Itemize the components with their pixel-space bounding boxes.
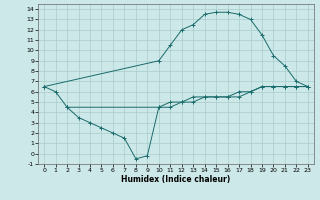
X-axis label: Humidex (Indice chaleur): Humidex (Indice chaleur) bbox=[121, 175, 231, 184]
